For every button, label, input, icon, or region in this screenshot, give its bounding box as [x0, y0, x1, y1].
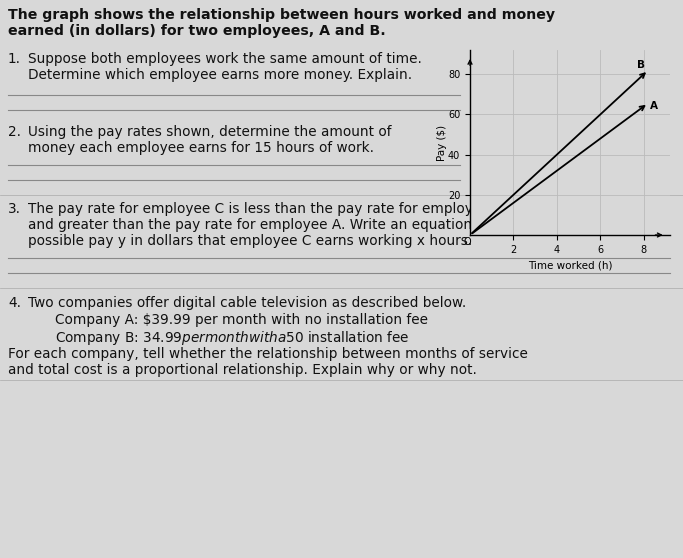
- Text: Suppose both employees work the same amount of time.
Determine which employee ea: Suppose both employees work the same amo…: [28, 52, 422, 82]
- Text: For each company, tell whether the relationship between months of service
and to: For each company, tell whether the relat…: [8, 347, 528, 377]
- Text: B: B: [637, 60, 645, 70]
- Text: Company B: $34.99 per month with a $50 installation fee: Company B: $34.99 per month with a $50 i…: [55, 329, 410, 347]
- Text: Company A: $39.99 per month with no installation fee: Company A: $39.99 per month with no inst…: [55, 313, 428, 327]
- Text: 4.: 4.: [8, 296, 21, 310]
- Text: 3.: 3.: [8, 202, 21, 216]
- Text: The pay rate for employee C is less than the pay rate for employee B
and greater: The pay rate for employee C is less than…: [28, 202, 522, 248]
- Text: The graph shows the relationship between hours worked and money
earned (in dolla: The graph shows the relationship between…: [8, 8, 555, 38]
- Y-axis label: Pay ($): Pay ($): [436, 124, 447, 161]
- Text: A: A: [650, 101, 658, 111]
- Text: 1.: 1.: [8, 52, 21, 66]
- Text: Two companies offer digital cable television as described below.: Two companies offer digital cable televi…: [28, 296, 466, 310]
- Text: 2.: 2.: [8, 125, 21, 139]
- Text: O: O: [464, 237, 471, 247]
- X-axis label: Time worked (h): Time worked (h): [528, 260, 612, 270]
- Text: Using the pay rates shown, determine the amount of
money each employee earns for: Using the pay rates shown, determine the…: [28, 125, 391, 155]
